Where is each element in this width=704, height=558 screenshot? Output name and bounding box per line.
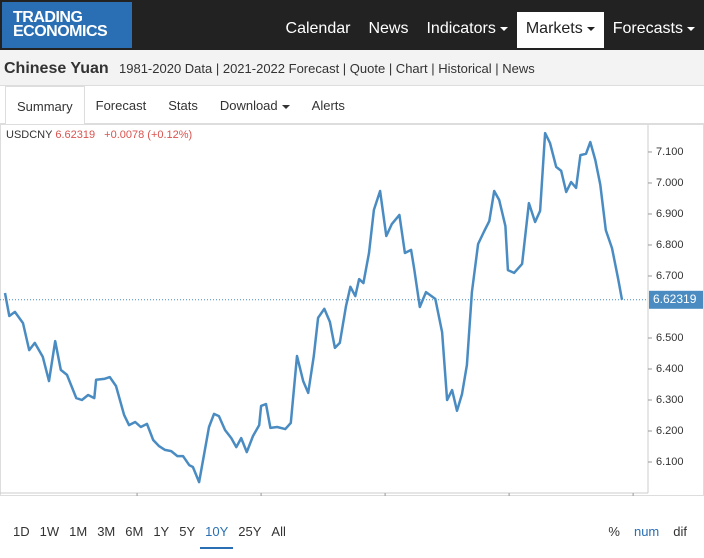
y-tick-label: 6.800 xyxy=(656,239,684,251)
range-button[interactable]: 1W xyxy=(39,524,60,539)
y-tick-label: 6.500 xyxy=(656,332,684,344)
range-button[interactable]: 25Y xyxy=(238,524,262,539)
tab[interactable]: Summary xyxy=(5,86,85,125)
mode-button[interactable]: num xyxy=(633,524,660,539)
tab[interactable]: Alerts xyxy=(311,98,345,113)
price: 6.62319 xyxy=(55,129,95,141)
y-tick-label: 7.000 xyxy=(656,177,684,189)
nav-item[interactable]: Forecasts xyxy=(604,12,704,48)
tabs: Summary Forecast Stats Download Alerts xyxy=(0,86,704,125)
range-button[interactable]: 1D xyxy=(13,524,30,539)
mode-buttons: % num dif xyxy=(601,522,694,541)
mode-button[interactable]: dif xyxy=(673,524,687,539)
tab[interactable]: Download xyxy=(209,86,301,124)
range-button[interactable]: 10Y xyxy=(200,522,234,549)
quote-line: USDCNY 6.62319 +0.0078 (+0.12%) xyxy=(6,129,192,141)
range-button[interactable]: 5Y xyxy=(179,524,196,539)
price-line xyxy=(3,131,624,484)
last-price-label: 6.62319 xyxy=(653,292,697,306)
y-tick-label: 6.100 xyxy=(656,456,684,468)
tab[interactable]: Stats xyxy=(168,98,198,113)
header: Chinese Yuan 1981-2020 Data | 2021-2022 … xyxy=(0,50,704,86)
nav-item[interactable]: Calendar xyxy=(285,20,351,37)
logo-text: TRADING xyxy=(13,9,83,26)
last-price-box xyxy=(649,290,703,309)
range-button[interactable]: 3M xyxy=(97,524,116,539)
change: +0.0078 (+0.12%) xyxy=(104,129,192,141)
page-title: Chinese Yuan xyxy=(4,60,109,77)
chart-frame xyxy=(0,124,704,496)
nav-item[interactable]: Markets xyxy=(516,12,604,48)
range-button[interactable]: All xyxy=(271,524,286,539)
range-button[interactable]: 1Y xyxy=(153,524,170,539)
logo-text: ECONOMICS xyxy=(13,23,108,40)
y-tick-label: 6.300 xyxy=(656,394,684,406)
y-tick-label: 6.900 xyxy=(656,208,684,220)
y-tick-label: 6.700 xyxy=(656,270,684,282)
logo[interactable]: TRADING ECONOMICS xyxy=(2,2,132,48)
nav-item[interactable]: News xyxy=(368,20,409,37)
header-links[interactable]: 1981-2020 Data | 2021-2022 Forecast | Qu… xyxy=(119,61,535,76)
nav-item[interactable]: Indicators xyxy=(417,12,516,48)
mode-button[interactable]: % xyxy=(608,524,620,539)
nav-bar: TRADING ECONOMICS Calendar News Indicators M… xyxy=(0,0,704,50)
chart: USDCNY 6.62319 +0.0078 (+0.12%) 6.100 6.2… xyxy=(0,124,704,496)
range-buttons: 1D 1W 1M 3M 6M 1Y 5Y 10Y 25Y All xyxy=(8,522,291,549)
symbol: USDCNY xyxy=(6,129,53,141)
y-tick-label: 7.100 xyxy=(656,146,684,158)
range-button[interactable]: 1M xyxy=(69,524,88,539)
y-tick-label: 6.200 xyxy=(656,425,684,437)
nav-items: Calendar News Indicators Markets Forecasts xyxy=(277,12,704,48)
range-button[interactable]: 6M xyxy=(125,524,144,539)
tab[interactable]: Forecast xyxy=(95,98,147,113)
y-tick-label: 6.400 xyxy=(656,363,684,375)
